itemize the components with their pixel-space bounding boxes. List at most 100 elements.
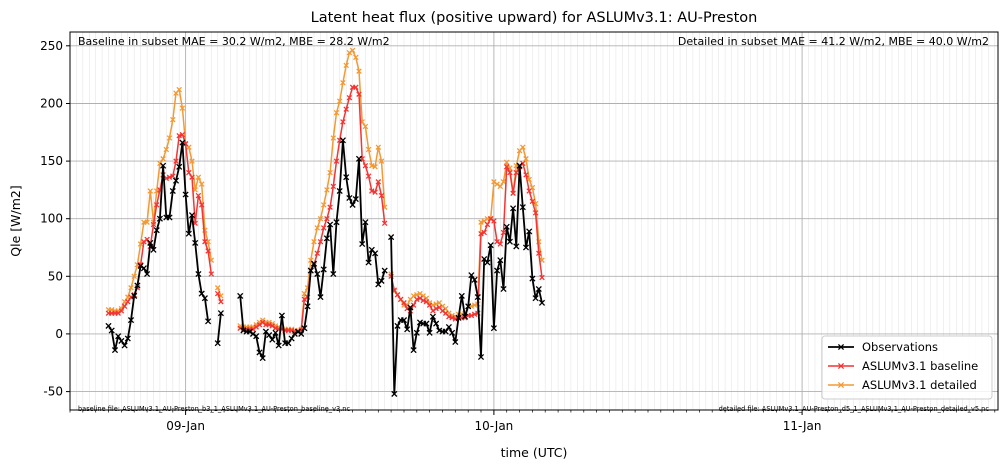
data-point (375, 144, 382, 150)
data-point (214, 285, 221, 291)
data-point (429, 313, 436, 320)
data-point (526, 188, 532, 194)
data-point (272, 325, 279, 331)
data-point (124, 335, 131, 342)
data-point (356, 68, 362, 74)
data-point (378, 158, 385, 164)
data-point (372, 164, 378, 170)
data-point (404, 326, 411, 333)
data-point (320, 225, 327, 231)
data-point (172, 177, 180, 184)
data-point (490, 325, 497, 332)
series-aslumv3-1-baseline (105, 84, 545, 335)
data-point (118, 337, 125, 344)
data-point (510, 190, 516, 197)
y-tick-label: 200 (40, 97, 63, 111)
x-axis-label: time (UTC) (501, 445, 568, 460)
data-point (320, 202, 327, 208)
data-point (388, 234, 395, 241)
y-axis-ticks: -50 0 50 100 150 200 250 (40, 39, 70, 399)
data-point (478, 219, 484, 225)
data-point (314, 225, 321, 231)
data-point (381, 220, 388, 227)
y-tick-label: 250 (40, 39, 63, 53)
data-point (529, 275, 536, 282)
data-point (426, 302, 433, 308)
data-point (125, 298, 131, 305)
data-point (327, 169, 333, 176)
data-point (353, 54, 359, 61)
data-point (272, 329, 279, 336)
data-point (330, 270, 337, 278)
y-tick-label: 150 (40, 154, 63, 168)
data-point (465, 303, 472, 310)
data-point (115, 333, 122, 340)
data-point (202, 238, 208, 245)
data-point (362, 219, 369, 226)
data-point (340, 79, 346, 86)
data-point (513, 169, 520, 176)
data-point (529, 198, 536, 205)
data-point (253, 333, 260, 340)
data-point (494, 267, 501, 274)
data-point (423, 320, 430, 327)
x-tick-label: 09-Jan (166, 419, 205, 433)
data-point (500, 229, 507, 236)
data-point (182, 191, 189, 198)
data-point (500, 285, 507, 293)
data-point (147, 239, 154, 246)
legend-box (821, 335, 993, 400)
data-point (182, 141, 189, 147)
data-point (497, 257, 504, 264)
data-point (513, 243, 520, 250)
data-point (253, 324, 259, 330)
data-point (307, 267, 314, 274)
data-point (491, 218, 497, 224)
series-observations (105, 137, 546, 397)
detailed-metrics-annotation: Detailed in subset MAE = 41.2 W/m2, MBE … (678, 35, 989, 48)
data-point (304, 303, 311, 310)
data-point (369, 188, 375, 194)
data-point (520, 144, 526, 150)
data-point (413, 329, 420, 336)
data-point (275, 342, 282, 349)
data-point (471, 311, 478, 318)
data-point (523, 172, 529, 178)
data-point (269, 336, 276, 343)
data-point (474, 294, 481, 301)
data-point (365, 146, 372, 153)
data-point (324, 215, 330, 222)
data-point (137, 262, 144, 269)
data-point (477, 353, 485, 361)
data-point (532, 210, 539, 216)
data-point (336, 98, 343, 104)
data-point (343, 62, 349, 69)
data-point (372, 250, 379, 257)
data-point (256, 349, 263, 356)
legend-label: Observations (862, 340, 938, 354)
legend-swatch-marker (837, 362, 845, 370)
data-point (314, 270, 321, 278)
data-point (176, 163, 183, 170)
y-axis-label: Qle [W/m2] (8, 185, 23, 256)
data-point (353, 84, 359, 91)
data-point (153, 202, 160, 208)
data-point (461, 313, 469, 320)
data-point (317, 215, 324, 222)
data-point (400, 317, 408, 324)
data-point (372, 189, 378, 195)
y-tick-label: -50 (43, 385, 63, 399)
data-point (170, 173, 176, 179)
data-point (140, 265, 147, 272)
data-point (201, 295, 208, 302)
data-point (128, 285, 134, 291)
data-point (160, 156, 166, 162)
data-point (526, 228, 533, 235)
data-point (343, 106, 349, 112)
data-point (198, 202, 205, 208)
data-point (359, 240, 366, 248)
data-point (378, 192, 385, 199)
data-point (192, 239, 199, 246)
x-tick-label: 11-Jan (783, 419, 822, 433)
data-point (346, 194, 353, 202)
